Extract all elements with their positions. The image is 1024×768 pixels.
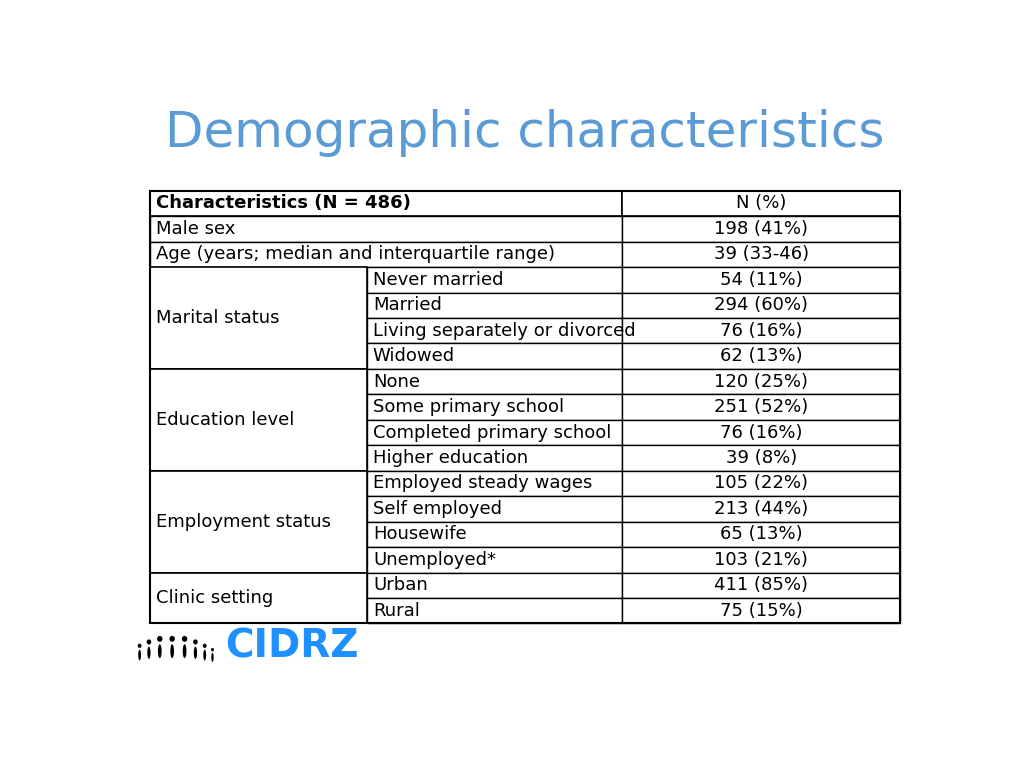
Bar: [623, 267, 900, 293]
Text: Widowed: Widowed: [373, 347, 455, 365]
Text: Completed primary school: Completed primary school: [373, 423, 611, 442]
Bar: [367, 496, 623, 521]
Text: Living separately or divorced: Living separately or divorced: [373, 322, 636, 339]
Bar: [623, 394, 900, 420]
Bar: [150, 190, 623, 216]
Bar: [623, 598, 900, 624]
Ellipse shape: [211, 653, 214, 662]
Text: 213 (44%): 213 (44%): [714, 500, 808, 518]
Text: 198 (41%): 198 (41%): [714, 220, 808, 238]
Ellipse shape: [146, 640, 152, 644]
Bar: [623, 242, 900, 267]
Bar: [150, 369, 367, 471]
Bar: [623, 369, 900, 394]
Text: 76 (16%): 76 (16%): [720, 423, 803, 442]
Text: 54 (11%): 54 (11%): [720, 271, 803, 289]
Ellipse shape: [194, 647, 197, 659]
Bar: [623, 547, 900, 573]
Bar: [623, 190, 900, 216]
Text: Unemployed*: Unemployed*: [373, 551, 496, 569]
Text: Higher education: Higher education: [373, 449, 528, 467]
Bar: [623, 318, 900, 343]
Bar: [150, 190, 900, 624]
Bar: [367, 521, 623, 547]
Ellipse shape: [182, 636, 187, 642]
Bar: [623, 293, 900, 318]
Ellipse shape: [203, 644, 207, 648]
Text: Demographic characteristics: Demographic characteristics: [165, 109, 885, 157]
Bar: [150, 573, 367, 624]
Text: Marital status: Marital status: [156, 309, 280, 327]
Text: Urban: Urban: [373, 576, 428, 594]
Ellipse shape: [169, 636, 175, 642]
Bar: [367, 547, 623, 573]
Bar: [367, 598, 623, 624]
Bar: [367, 471, 623, 496]
Bar: [623, 216, 900, 242]
Bar: [623, 471, 900, 496]
Text: Some primary school: Some primary school: [373, 398, 564, 416]
Ellipse shape: [194, 640, 198, 644]
Text: 411 (85%): 411 (85%): [714, 576, 808, 594]
Text: 75 (15%): 75 (15%): [720, 602, 803, 620]
Text: Employment status: Employment status: [156, 512, 331, 531]
Bar: [367, 394, 623, 420]
Bar: [623, 445, 900, 471]
Text: Education level: Education level: [156, 411, 294, 429]
Bar: [623, 343, 900, 369]
Text: 120 (25%): 120 (25%): [714, 372, 808, 391]
Text: Married: Married: [373, 296, 441, 314]
Ellipse shape: [137, 644, 141, 648]
Ellipse shape: [147, 647, 151, 659]
Bar: [623, 573, 900, 598]
Bar: [367, 293, 623, 318]
Text: 103 (21%): 103 (21%): [714, 551, 808, 569]
Bar: [623, 521, 900, 547]
Ellipse shape: [204, 650, 206, 660]
Ellipse shape: [138, 650, 141, 660]
Ellipse shape: [211, 648, 214, 651]
Bar: [623, 496, 900, 521]
Bar: [150, 267, 367, 369]
Text: 105 (22%): 105 (22%): [714, 475, 808, 492]
Bar: [367, 420, 623, 445]
Text: Male sex: Male sex: [156, 220, 236, 238]
Text: Age (years; median and interquartile range): Age (years; median and interquartile ran…: [156, 245, 555, 263]
Text: Clinic setting: Clinic setting: [156, 589, 273, 607]
Bar: [150, 242, 623, 267]
Bar: [367, 573, 623, 598]
Ellipse shape: [182, 644, 186, 658]
Bar: [367, 445, 623, 471]
Bar: [367, 343, 623, 369]
Text: 39 (33-46): 39 (33-46): [714, 245, 809, 263]
Text: 76 (16%): 76 (16%): [720, 322, 803, 339]
Ellipse shape: [157, 636, 163, 642]
Ellipse shape: [158, 644, 162, 658]
Bar: [150, 216, 623, 242]
Text: 294 (60%): 294 (60%): [714, 296, 808, 314]
Text: Rural: Rural: [373, 602, 420, 620]
Bar: [150, 471, 367, 573]
Text: 65 (13%): 65 (13%): [720, 525, 803, 544]
Text: None: None: [373, 372, 420, 391]
Text: 62 (13%): 62 (13%): [720, 347, 803, 365]
Text: 39 (8%): 39 (8%): [726, 449, 797, 467]
Text: N (%): N (%): [736, 194, 786, 213]
Text: CIDRZ: CIDRZ: [225, 627, 358, 666]
Text: 251 (52%): 251 (52%): [714, 398, 808, 416]
Bar: [367, 267, 623, 293]
Bar: [367, 318, 623, 343]
Text: Never married: Never married: [373, 271, 504, 289]
Ellipse shape: [170, 644, 174, 658]
Text: Employed steady wages: Employed steady wages: [373, 475, 592, 492]
Text: Self employed: Self employed: [373, 500, 502, 518]
Bar: [367, 369, 623, 394]
Text: Housewife: Housewife: [373, 525, 467, 544]
Text: Characteristics (N = 486): Characteristics (N = 486): [156, 194, 411, 213]
Bar: [623, 420, 900, 445]
